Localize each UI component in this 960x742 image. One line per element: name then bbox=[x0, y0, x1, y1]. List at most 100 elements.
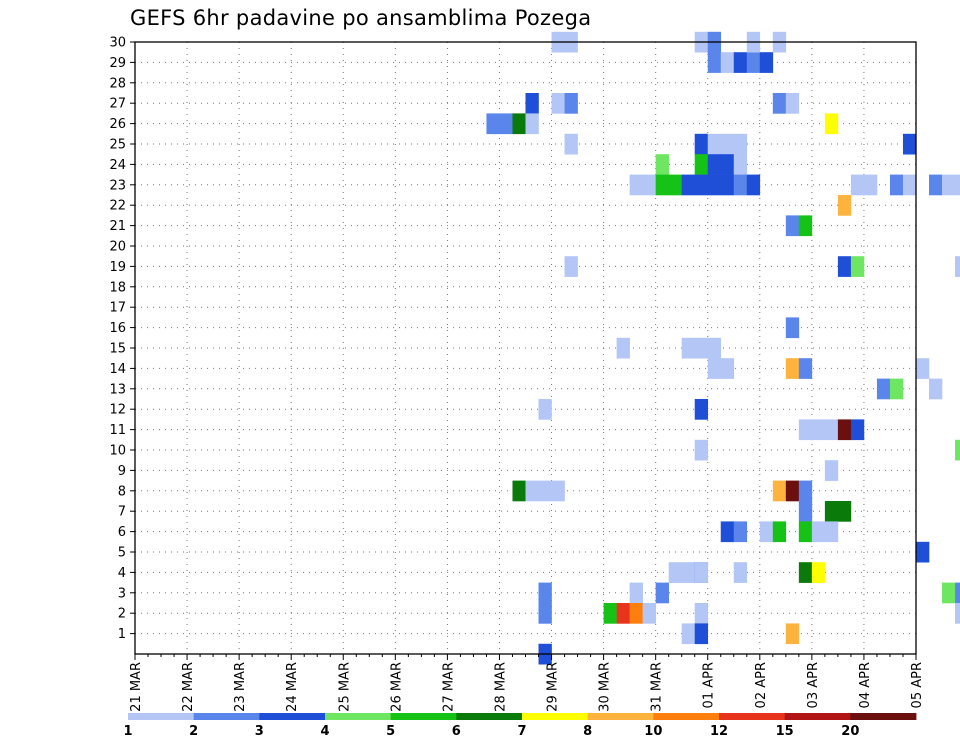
y-tick-label: 4 bbox=[118, 566, 126, 581]
heatmap-cell bbox=[538, 603, 552, 624]
y-tick-label: 24 bbox=[109, 158, 126, 173]
colorbar-label: 4 bbox=[320, 724, 329, 739]
y-tick-label: 5 bbox=[118, 546, 126, 561]
colorbar-segment bbox=[390, 713, 457, 720]
heatmap-cell bbox=[720, 154, 735, 175]
x-tick-label: 24 MAR bbox=[285, 662, 300, 712]
heatmap-cell bbox=[850, 174, 865, 196]
y-tick-label: 22 bbox=[109, 199, 126, 214]
colorbar-segment bbox=[128, 713, 195, 720]
y-tick-label: 6 bbox=[118, 525, 126, 540]
colorbar-segment bbox=[259, 713, 326, 720]
heatmap-cell bbox=[720, 358, 735, 379]
heatmap-cell bbox=[798, 480, 813, 502]
heatmap-cell bbox=[929, 174, 943, 196]
y-tick-label: 18 bbox=[109, 280, 126, 295]
heatmap-cell bbox=[798, 521, 813, 543]
heatmap-cell bbox=[707, 154, 722, 175]
colorbar-segment bbox=[587, 713, 654, 720]
heatmap-cell bbox=[955, 174, 960, 196]
heatmap-cell bbox=[785, 215, 800, 237]
heatmap-cell bbox=[564, 133, 578, 155]
colorbar-segment bbox=[456, 713, 523, 720]
x-tick-label: 02 APR bbox=[754, 662, 769, 708]
heatmap-cell bbox=[798, 215, 813, 237]
heatmap-cell bbox=[824, 521, 839, 543]
heatmap-cell bbox=[707, 133, 722, 155]
y-tick-label: 11 bbox=[109, 423, 126, 438]
heatmap-cell bbox=[694, 562, 709, 583]
colorbar-label: 20 bbox=[841, 724, 859, 739]
heatmap-cell bbox=[603, 603, 617, 624]
heatmap-cell bbox=[486, 113, 500, 135]
y-tick-label: 7 bbox=[118, 505, 126, 520]
heatmap-cell bbox=[798, 562, 813, 583]
heatmap-cell bbox=[733, 154, 748, 175]
colorbar-label: 2 bbox=[189, 724, 198, 739]
heatmap-cell bbox=[694, 154, 709, 175]
heatmap-cell bbox=[629, 603, 643, 624]
heatmap-cell bbox=[564, 93, 578, 114]
heatmap-cell bbox=[837, 419, 852, 441]
y-tick-label: 20 bbox=[109, 240, 126, 255]
heatmap-cell bbox=[785, 623, 800, 645]
heatmap-cell bbox=[538, 582, 552, 604]
heatmap-cell bbox=[655, 582, 669, 604]
heatmap-cell bbox=[824, 460, 839, 481]
heatmap-cell bbox=[681, 623, 696, 645]
y-tick-label: 19 bbox=[109, 260, 126, 275]
y-tick-label: 1 bbox=[118, 627, 126, 642]
colorbar-segment bbox=[653, 713, 720, 720]
heatmap-cell bbox=[681, 337, 696, 359]
heatmap-cell bbox=[916, 358, 930, 379]
heatmap-cell bbox=[564, 256, 578, 277]
heatmap-cell bbox=[538, 399, 552, 420]
heatmap-cell bbox=[942, 582, 956, 604]
heatmap-cell bbox=[746, 52, 761, 73]
heatmap-cell bbox=[916, 541, 930, 563]
x-tick-label: 03 APR bbox=[806, 662, 821, 708]
heatmap-cell bbox=[837, 501, 852, 522]
heatmap-cell bbox=[785, 358, 800, 379]
heatmap-cell bbox=[655, 174, 669, 196]
heatmap-cell bbox=[655, 154, 669, 175]
x-tick-label: 05 APR bbox=[910, 662, 925, 708]
heatmap-cell bbox=[772, 93, 787, 114]
colorbar-label: 15 bbox=[776, 724, 794, 739]
colorbar-segment bbox=[784, 713, 851, 720]
heatmap-cell bbox=[551, 480, 565, 502]
colorbar-label: 6 bbox=[452, 724, 461, 739]
heatmap-cell bbox=[707, 52, 722, 73]
chart-title: GEFS 6hr padavine po ansamblima Pozega bbox=[130, 6, 592, 30]
y-tick-label: 15 bbox=[109, 342, 126, 357]
heatmap-cell bbox=[629, 174, 643, 196]
heatmap-cell bbox=[720, 52, 735, 73]
heatmap-cell bbox=[733, 133, 748, 155]
heatmap-cell bbox=[798, 501, 813, 522]
y-tick-label: 14 bbox=[109, 362, 126, 377]
heatmap-cell bbox=[942, 174, 956, 196]
colorbar-segment bbox=[850, 713, 917, 720]
heatmap-cell bbox=[694, 623, 709, 645]
heatmap-cell bbox=[863, 174, 878, 196]
colorbar-label: 10 bbox=[644, 724, 662, 739]
x-tick-label: 22 MAR bbox=[181, 662, 196, 712]
heatmap-cell bbox=[720, 133, 735, 155]
heatmap-cell bbox=[499, 113, 513, 135]
y-tick-label: 17 bbox=[109, 301, 126, 316]
colorbar-label: 1 bbox=[123, 724, 132, 739]
colorbar-label: 5 bbox=[386, 724, 395, 739]
heatmap-cell bbox=[746, 174, 761, 196]
colorbar-segment bbox=[193, 713, 260, 720]
heatmap-cell bbox=[551, 93, 565, 114]
x-tick-label: 04 APR bbox=[858, 662, 873, 708]
heatmap-cell bbox=[668, 562, 682, 583]
x-tick-label: 27 MAR bbox=[441, 662, 456, 712]
heatmap-cell bbox=[824, 501, 839, 522]
heatmap-cell bbox=[785, 317, 800, 339]
x-tick-label: 29 MAR bbox=[546, 662, 561, 712]
colorbar-label: 3 bbox=[255, 724, 264, 739]
heatmap-cell bbox=[798, 419, 813, 441]
heatmap-cell bbox=[955, 603, 960, 624]
y-tick-label: 23 bbox=[109, 178, 126, 193]
